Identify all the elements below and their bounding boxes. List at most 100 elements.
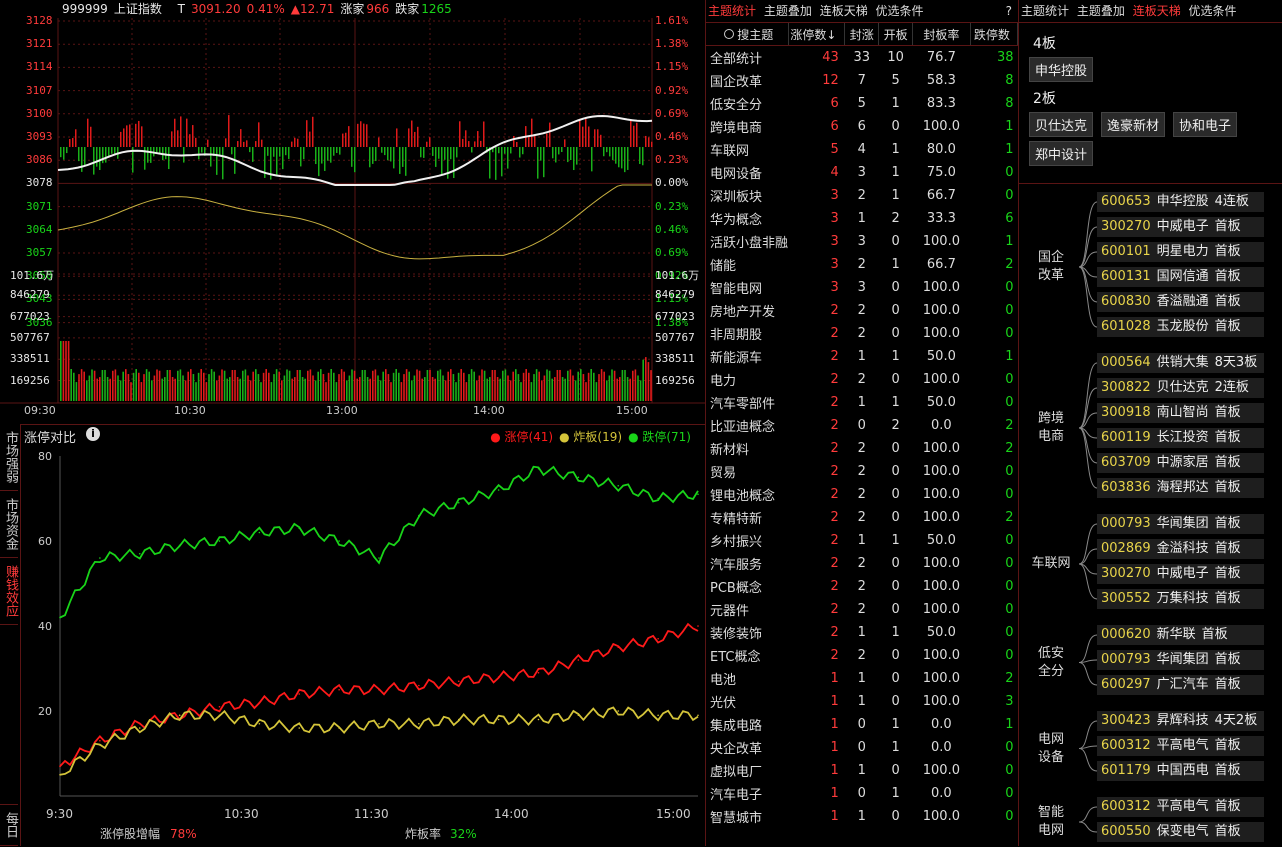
- ladder-stock[interactable]: 申华控股: [1029, 57, 1094, 82]
- table-row[interactable]: 汽车服务 2 2 0 100.0 0: [706, 552, 1018, 575]
- table-row[interactable]: 集成电路 1 0 1 0.0 1: [706, 713, 1018, 736]
- ladder-item[interactable]: 600830 香溢融通 首板: [1097, 292, 1264, 312]
- ladder-stock[interactable]: 贝仕达克: [1029, 112, 1094, 137]
- table-row[interactable]: 活跃小盘非融 3 3 0 100.0 1: [706, 230, 1018, 253]
- ladder-item[interactable]: 300270 中威电子 首板: [1097, 564, 1264, 584]
- theme-group: 跨境电商 000564 供销大集 8天3板 300822 贝仕达克 2连板 300918 南山智…: [1019, 353, 1282, 503]
- table-row[interactable]: 新能源车 2 1 1 50.0 1: [706, 345, 1018, 368]
- side-tab-daily[interactable]: 每日: [0, 804, 18, 846]
- ladder-stock[interactable]: 协和电子: [1173, 112, 1238, 137]
- ladder-item[interactable]: 300822 贝仕达克 2连板: [1097, 378, 1264, 398]
- table-row[interactable]: 贸易 2 2 0 100.0 0: [706, 460, 1018, 483]
- sealed-count: 1: [857, 395, 866, 410]
- table-row[interactable]: ETC概念 2 2 0 100.0 0: [706, 644, 1018, 667]
- ladder-item[interactable]: 603709 中源家居 首板: [1097, 453, 1264, 473]
- r-tab-theme-stats[interactable]: 主题统计: [1021, 4, 1070, 18]
- table-row[interactable]: 电网设备 4 3 1 75.0 0: [706, 161, 1018, 184]
- r-tab-ladder[interactable]: 连板天梯: [1132, 4, 1181, 18]
- table-row[interactable]: 智能电网 3 3 0 100.0 0: [706, 276, 1018, 299]
- table-row[interactable]: 车联网 5 4 1 80.0 1: [706, 138, 1018, 161]
- ladder-item[interactable]: 000620 新华联 首板: [1097, 625, 1264, 645]
- ladder-item[interactable]: 300552 万集科技 首板: [1097, 589, 1264, 609]
- table-row[interactable]: 全部统计 43 33 10 76.7 38: [706, 46, 1018, 70]
- ladder-stock[interactable]: 逸豪新材: [1101, 112, 1166, 137]
- legend-item[interactable]: ● 炸板(19): [559, 430, 622, 444]
- index-name[interactable]: 上证指数: [113, 2, 162, 16]
- side-tab-profit[interactable]: 赚钱效应: [0, 558, 18, 625]
- col-opened[interactable]: 开板: [878, 23, 914, 46]
- col-sealed[interactable]: 封涨: [844, 23, 880, 46]
- table-row[interactable]: 央企改革 1 0 1 0.0 0: [706, 736, 1018, 759]
- table-row[interactable]: 跨境电商 6 6 0 100.0 1: [706, 115, 1018, 138]
- table-row[interactable]: 国企改革 12 7 5 58.3 8: [706, 69, 1018, 92]
- price-axis-label: 3100: [26, 106, 53, 120]
- opened-count: 2: [891, 418, 900, 433]
- vol-axis-label: 101.6万: [655, 269, 700, 282]
- table-row[interactable]: 汽车电子 1 0 1 0.0 0: [706, 782, 1018, 805]
- ladder-item[interactable]: 600297 广汇汽车 首板: [1097, 675, 1264, 695]
- table-row[interactable]: 新材料 2 2 0 100.0 2: [706, 437, 1018, 460]
- ladder-item[interactable]: 603836 海程邦达 首板: [1097, 478, 1264, 498]
- r-tab-filter[interactable]: 优选条件: [1188, 4, 1237, 18]
- ladder-item[interactable]: 000793 华闻集团 首板: [1097, 650, 1264, 670]
- ladder-item[interactable]: 600312 平高电气 首板: [1097, 797, 1264, 817]
- table-row[interactable]: 电力 2 2 0 100.0 0: [706, 368, 1018, 391]
- table-row[interactable]: 虚拟电厂 1 1 0 100.0 0: [706, 759, 1018, 782]
- ladder-stock[interactable]: 郑中设计: [1029, 141, 1094, 166]
- table-row[interactable]: PCB概念 2 2 0 100.0 0: [706, 575, 1018, 598]
- stock-name: 中威电子: [1156, 566, 1209, 581]
- ladder-item[interactable]: 600550 保变电气 首板: [1097, 822, 1264, 842]
- board-tag: 首板: [1214, 677, 1241, 692]
- legend-item[interactable]: ● 涨停(41): [490, 430, 553, 444]
- table-row[interactable]: 储能 3 2 1 66.7 2: [706, 253, 1018, 276]
- ladder-item[interactable]: 300423 昇辉科技 4天2板: [1097, 711, 1264, 731]
- table-row[interactable]: 装修装饰 2 1 1 50.0 0: [706, 621, 1018, 644]
- pct-axis-label: 0.69%: [655, 106, 689, 120]
- legend-item[interactable]: ● 跌停(71): [628, 430, 691, 444]
- table-row[interactable]: 锂电池概念 2 2 0 100.0 0: [706, 483, 1018, 506]
- help-icon[interactable]: ?: [1005, 4, 1012, 18]
- ladder-item[interactable]: 601028 玉龙股份 首板: [1097, 317, 1264, 337]
- ladder-item[interactable]: 601179 中国西电 首板: [1097, 761, 1264, 781]
- table-row[interactable]: 低安全分 6 5 1 83.3 8: [706, 92, 1018, 115]
- ladder-item[interactable]: 300918 南山智尚 首板: [1097, 403, 1264, 423]
- info-icon[interactable]: i: [86, 427, 100, 441]
- table-row[interactable]: 电池 1 1 0 100.0 2: [706, 667, 1018, 690]
- table-row[interactable]: 非周期股 2 2 0 100.0 0: [706, 322, 1018, 345]
- tab-filter[interactable]: 优选条件: [875, 4, 924, 18]
- compare-legend: ● 涨停(41) ● 炸板(19) ● 跌停(71): [484, 428, 691, 445]
- ladder-item[interactable]: 000564 供销大集 8天3板: [1097, 353, 1264, 373]
- tab-ladder[interactable]: 连板天梯: [819, 4, 868, 18]
- table-row[interactable]: 元器件 2 2 0 100.0 0: [706, 598, 1018, 621]
- col-limitdown[interactable]: 跌停数: [970, 23, 1019, 46]
- table-row[interactable]: 智慧城市 1 1 0 100.0 0: [706, 805, 1018, 828]
- table-row[interactable]: 专精特新 2 2 0 100.0 2: [706, 506, 1018, 529]
- ladder-item[interactable]: 000793 华闻集团 首板: [1097, 514, 1264, 534]
- ladder-item[interactable]: 600312 平高电气 首板: [1097, 736, 1264, 756]
- table-row[interactable]: 光伏 1 1 0 100.0 3: [706, 690, 1018, 713]
- ladder-item[interactable]: 600101 明星电力 首板: [1097, 242, 1264, 262]
- ladder-item[interactable]: 600653 申华控股 4连板: [1097, 192, 1264, 212]
- side-tab-funds[interactable]: 市场资金: [0, 491, 18, 558]
- intraday-chart[interactable]: [0, 0, 705, 424]
- table-row[interactable]: 房地产开发 2 2 0 100.0 0: [706, 299, 1018, 322]
- index-pct: 0.41%: [246, 2, 285, 16]
- ladder-item[interactable]: 600119 长江投资 首板: [1097, 428, 1264, 448]
- col-limitup[interactable]: 涨停数↓: [788, 23, 846, 46]
- table-row[interactable]: 华为概念 3 1 2 33.3 6: [706, 207, 1018, 230]
- theme-stats-panel: 主题统计 主题叠加 连板天梯 优选条件 ? 搜主题 涨停数↓ 封涨 开板 封板率…: [706, 0, 1019, 846]
- table-row[interactable]: 比亚迪概念 2 0 2 0.0 2: [706, 414, 1018, 437]
- ladder-item[interactable]: 002869 金溢科技 首板: [1097, 539, 1264, 559]
- table-row[interactable]: 汽车零部件 2 1 1 50.0 0: [706, 391, 1018, 414]
- table-row[interactable]: 乡村振兴 2 1 1 50.0 0: [706, 529, 1018, 552]
- search-theme[interactable]: 搜主题: [706, 23, 789, 46]
- opened-count: 0: [891, 119, 900, 134]
- ladder-item[interactable]: 600131 国网信通 首板: [1097, 267, 1264, 287]
- col-seal-rate[interactable]: 封板率: [912, 23, 971, 46]
- tab-theme-overlay[interactable]: 主题叠加: [763, 4, 812, 18]
- side-tab-strength[interactable]: 市场强弱: [0, 424, 18, 491]
- tab-theme-stats[interactable]: 主题统计: [708, 4, 757, 18]
- r-tab-theme-overlay[interactable]: 主题叠加: [1076, 4, 1125, 18]
- table-row[interactable]: 深圳板块 3 2 1 66.7 0: [706, 184, 1018, 207]
- ladder-item[interactable]: 300270 中威电子 首板: [1097, 217, 1264, 237]
